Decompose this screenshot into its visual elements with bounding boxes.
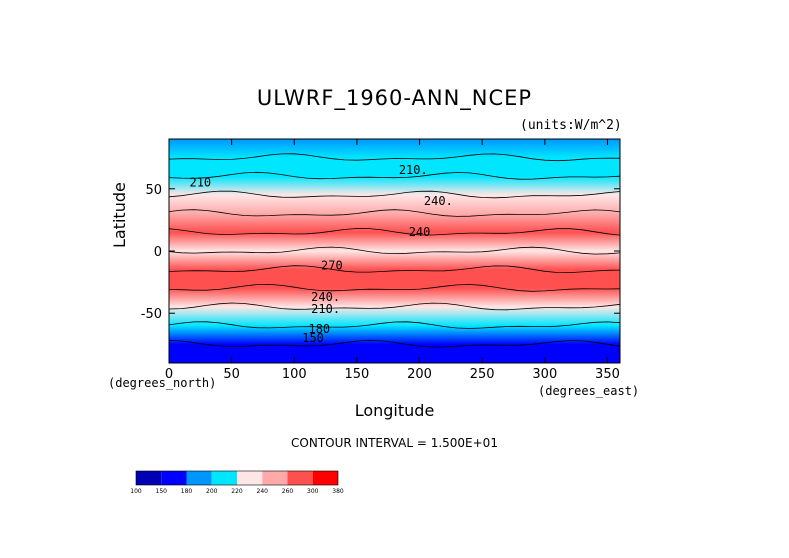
contour-label-0: 210 bbox=[189, 175, 211, 189]
contour-line-2 bbox=[169, 171, 620, 180]
colorbar-swatch-6 bbox=[287, 471, 313, 485]
x-unit-label: (degrees_east) bbox=[538, 384, 640, 398]
x-axis-label: Longitude bbox=[354, 401, 435, 420]
colorbar-label-1: 150 bbox=[156, 488, 168, 495]
contour-line-6 bbox=[169, 246, 620, 255]
colorbar-swatch-7 bbox=[312, 471, 338, 485]
contour-label-3: 240 bbox=[409, 225, 431, 239]
contour-label-4: 270 bbox=[321, 259, 343, 273]
contour-line-1 bbox=[169, 153, 620, 162]
contour-interval-label: CONTOUR INTERVAL = 1.500E+01 bbox=[291, 436, 498, 450]
colorbar-swatch-4 bbox=[237, 471, 263, 485]
units-label: (units:W/m^2) bbox=[520, 118, 622, 133]
contour-line-10 bbox=[169, 321, 620, 329]
y-tick-label-1: 0 bbox=[154, 245, 162, 260]
colorbar: 100 150 180 200 220 240 260 300 380 bbox=[130, 470, 344, 495]
chart-title: ULWRF_1960-ANN_NCEP bbox=[256, 86, 533, 110]
y-tick-label-2: 50 bbox=[145, 183, 162, 198]
data-field bbox=[169, 139, 620, 363]
colorbar-swatch-0 bbox=[136, 471, 162, 485]
colorbar-swatch-2 bbox=[186, 471, 212, 485]
x-tick-label-0: 0 bbox=[165, 367, 173, 382]
colorbar-label-6: 260 bbox=[282, 488, 294, 495]
colorbar-label-3: 200 bbox=[206, 488, 218, 495]
field-background bbox=[169, 139, 620, 363]
colorbar-swatch-5 bbox=[262, 471, 288, 485]
colorbar-swatch-1 bbox=[161, 471, 187, 485]
contour-label-7: 180 bbox=[308, 322, 330, 336]
x-axis-ticks: 0 50 100 150 200 250 300 350 bbox=[165, 139, 620, 382]
contour-line-3 bbox=[169, 190, 620, 199]
contour-label-6: 210. bbox=[311, 302, 340, 316]
contour-line-7 bbox=[169, 265, 620, 274]
colorbar-label-2: 180 bbox=[181, 488, 193, 495]
contour-label-5: 240. bbox=[311, 290, 340, 304]
x-tick-label-5: 250 bbox=[470, 367, 495, 382]
x-tick-label-3: 150 bbox=[345, 367, 370, 382]
colorbar-label-7: 300 bbox=[307, 488, 319, 495]
contour-line-5 bbox=[169, 228, 620, 236]
colorbar-label-0: 100 bbox=[130, 488, 142, 495]
x-tick-label-6: 300 bbox=[532, 367, 557, 382]
x-tick-label-2: 100 bbox=[282, 367, 307, 382]
x-tick-label-4: 200 bbox=[407, 367, 432, 382]
contour-label-2: 240. bbox=[424, 194, 453, 208]
x-tick-label-7: 350 bbox=[595, 367, 620, 382]
colorbar-swatch-3 bbox=[211, 471, 237, 485]
contour-line-8 bbox=[169, 283, 620, 292]
colorbar-label-5: 240 bbox=[257, 488, 269, 495]
colorbar-label-8: 380 bbox=[332, 488, 344, 495]
contour-label-8: 150 bbox=[302, 331, 324, 345]
y-axis-ticks: -50 0 50 bbox=[141, 183, 620, 322]
y-unit-label: (degrees_north) bbox=[108, 376, 217, 390]
x-tick-label-1: 50 bbox=[223, 367, 240, 382]
contour-line-4 bbox=[169, 209, 620, 217]
contour-line-9 bbox=[169, 302, 620, 311]
contour-line-11 bbox=[169, 339, 620, 348]
contour-label-1: 210. bbox=[399, 163, 428, 177]
colorbar-frame bbox=[135, 470, 339, 486]
colorbar-label-4: 220 bbox=[231, 488, 243, 495]
y-tick-label-0: -50 bbox=[141, 307, 162, 322]
